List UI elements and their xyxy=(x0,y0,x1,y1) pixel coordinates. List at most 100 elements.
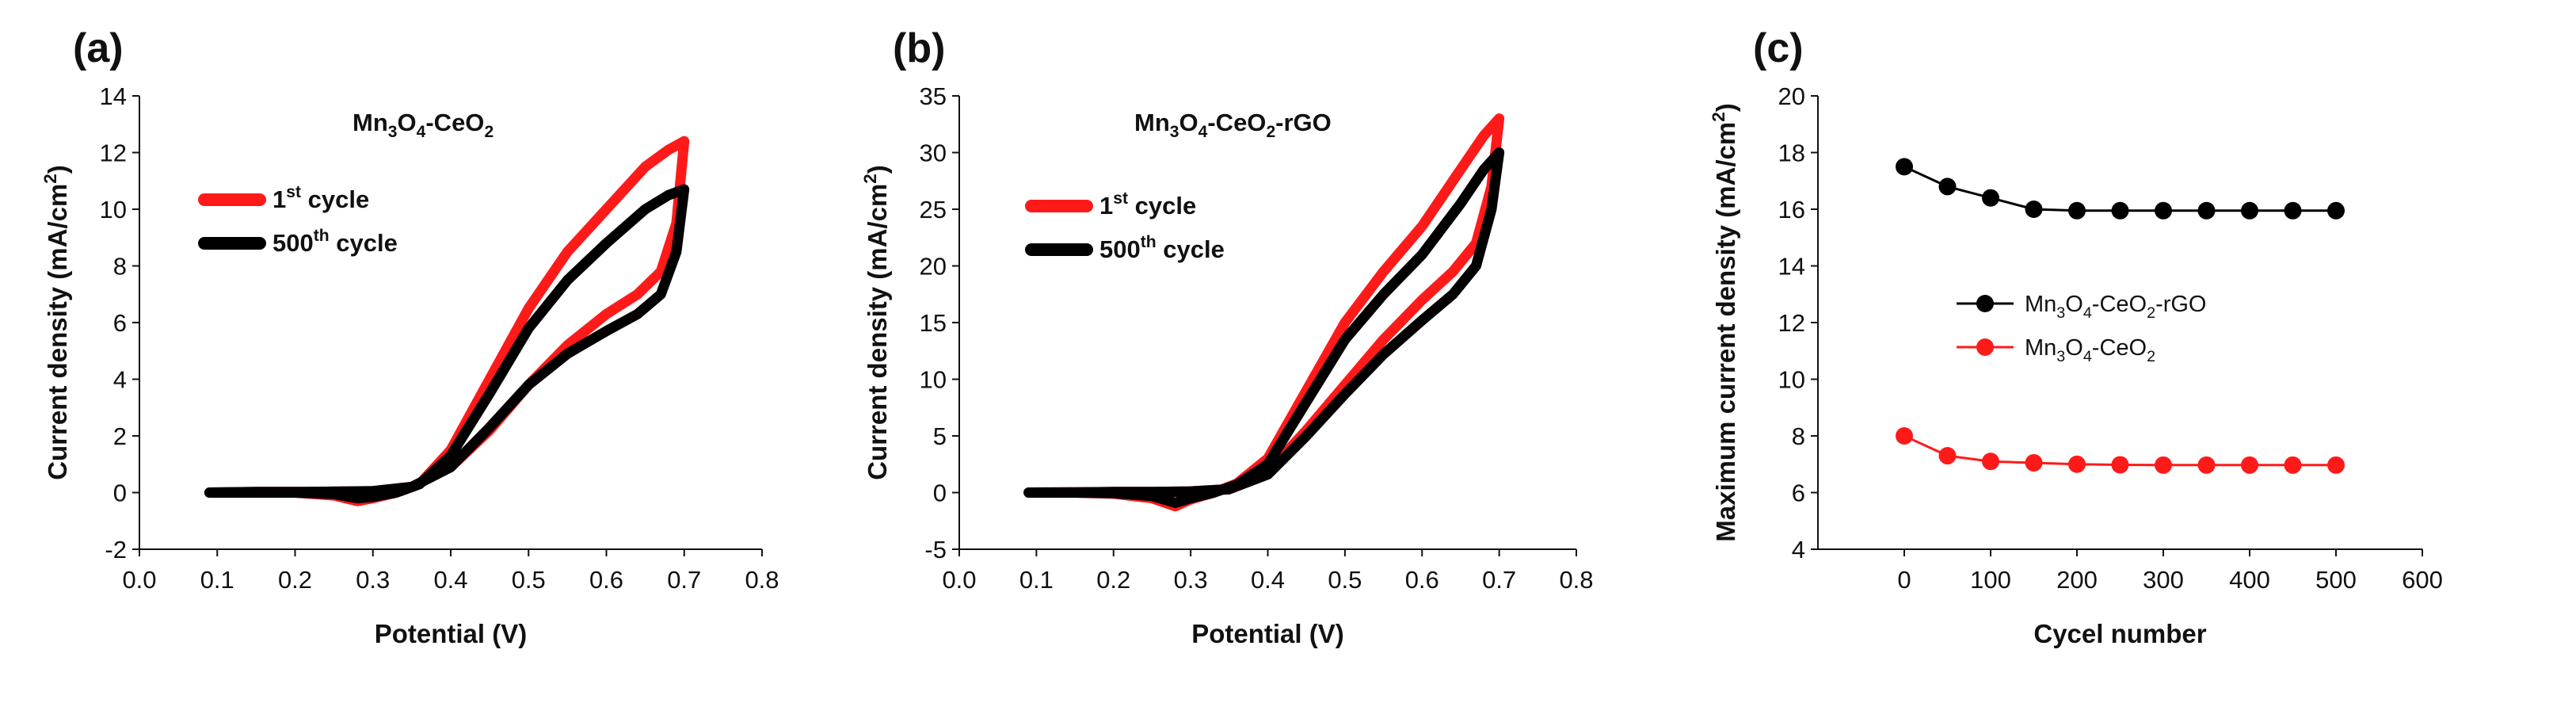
x-tick-label: 0.1 xyxy=(1019,566,1054,594)
x-tick-label: 0.8 xyxy=(745,566,779,594)
x-tick-label: 0.4 xyxy=(1251,566,1285,594)
y-tick-label: 4 xyxy=(113,366,127,394)
legend-label-part: cycle xyxy=(1157,235,1225,263)
data-point xyxy=(2068,455,2086,473)
legend-label-part: cycle xyxy=(1128,192,1196,220)
x-tick-label: 0.8 xyxy=(1559,566,1593,594)
legend-label-part: 2 xyxy=(2147,304,2155,322)
legend-label-part: 1 xyxy=(1099,192,1113,220)
legend-label: Mn3O4-CeO2 xyxy=(2025,335,2155,365)
data-point xyxy=(2327,201,2345,220)
chart-title-part: -CeO xyxy=(425,109,484,136)
chart-title-part: O xyxy=(398,109,417,136)
y-axis-label-part: ) xyxy=(863,165,892,174)
x-tick-label: 600 xyxy=(2402,566,2443,594)
legend-label-part: -CeO xyxy=(2092,292,2147,317)
y-tick-label: 4 xyxy=(1792,536,1805,564)
y-tick-label: 0 xyxy=(113,479,127,507)
y-axis-label-part: Maximum current density (mA/cm xyxy=(1711,122,1740,542)
x-tick-label: 0 xyxy=(1897,566,1911,594)
y-tick-label: 35 xyxy=(920,82,947,110)
data-point xyxy=(1982,189,1999,207)
x-tick-label: 0.3 xyxy=(356,566,390,594)
x-tick-label: 200 xyxy=(2056,566,2098,594)
y-axis-label-part: 2 xyxy=(860,174,880,183)
x-tick-label: 400 xyxy=(2229,566,2270,594)
y-tick-label: 12 xyxy=(1778,309,1805,337)
x-tick-label: 500 xyxy=(2315,566,2357,594)
x-tick-label: 0.6 xyxy=(1405,566,1439,594)
chart-title-part: -CeO xyxy=(1207,109,1266,136)
data-point xyxy=(2197,201,2216,220)
legend-label: Mn3O4-CeO2-rGO xyxy=(2025,292,2207,322)
y-tick-label: 20 xyxy=(920,253,947,281)
legend-label-part: 4 xyxy=(2083,304,2092,322)
data-point xyxy=(1938,178,1957,196)
x-tick-label: 0.5 xyxy=(1328,566,1362,594)
data-point xyxy=(2284,456,2302,474)
legend-marker xyxy=(1976,338,1994,356)
data-point xyxy=(1896,158,1913,176)
legend-label-part: -CeO xyxy=(2092,335,2147,361)
legend-label-part: cycle xyxy=(301,185,369,213)
y-tick-label: 5 xyxy=(933,422,947,450)
x-tick-label: 0.5 xyxy=(512,566,546,594)
legend-label-part: th xyxy=(314,227,330,245)
y-axis-label-part: ) xyxy=(43,165,72,174)
chart-title-part: 2 xyxy=(1266,123,1275,141)
data-point xyxy=(1896,427,1913,445)
legend-label-part: cycle xyxy=(330,229,398,257)
x-tick-label: 0.2 xyxy=(1096,566,1130,594)
panel-label: (a) xyxy=(73,25,124,71)
x-axis-label: Potential (V) xyxy=(375,619,528,648)
y-tick-label: 6 xyxy=(1792,479,1805,507)
x-axis-label: Potential (V) xyxy=(1191,619,1344,648)
y-axis-label: Current density (mA/cm2) xyxy=(40,165,72,480)
y-tick-label: 8 xyxy=(1792,422,1805,450)
chart-title-part: 3 xyxy=(1170,123,1179,141)
legend-label-part: 500 xyxy=(1099,235,1141,263)
x-tick-label: 100 xyxy=(1970,566,2011,594)
y-tick-label: 2 xyxy=(113,422,127,450)
data-point xyxy=(2155,201,2172,220)
data-point xyxy=(2197,456,2216,474)
y-tick-label: 12 xyxy=(100,139,127,167)
y-axis-label-part: 2 xyxy=(40,174,60,183)
y-tick-label: 15 xyxy=(920,309,947,337)
y-tick-label: 10 xyxy=(100,196,127,224)
y-tick-label: 16 xyxy=(1778,196,1805,224)
legend-marker xyxy=(1976,295,1994,312)
y-tick-label: 30 xyxy=(920,139,947,167)
chart-title-part: Mn xyxy=(1134,109,1170,136)
data-point xyxy=(2155,456,2172,474)
series-line xyxy=(1023,147,1505,508)
data-point xyxy=(2068,201,2086,220)
chart-title: Mn3O4-CeO2-rGO xyxy=(1134,109,1332,141)
chart-title-part: Mn xyxy=(352,109,388,136)
series-line xyxy=(204,184,690,504)
data-point xyxy=(2111,456,2129,474)
x-tick-label: 0.7 xyxy=(667,566,701,594)
x-tick-label: 300 xyxy=(2143,566,2184,594)
y-tick-label: 6 xyxy=(113,309,127,337)
legend-label: 500th cycle xyxy=(272,227,398,257)
data-point xyxy=(2241,456,2258,474)
y-axis-label-part: Current density (mA/cm xyxy=(43,184,72,480)
x-tick-label: 0.0 xyxy=(942,566,976,594)
x-tick-label: 0.4 xyxy=(433,566,467,594)
data-point xyxy=(1982,453,1999,471)
legend-label-part: 1 xyxy=(272,185,286,213)
legend-label-part: 3 xyxy=(2056,348,2065,365)
data-point xyxy=(2025,453,2043,472)
legend-label-part: O xyxy=(2065,292,2083,317)
y-tick-label: 20 xyxy=(1778,82,1805,110)
data-point xyxy=(1938,447,1957,465)
y-tick-label: 14 xyxy=(1778,253,1805,281)
chart-title: Mn3O4-CeO2 xyxy=(352,109,493,141)
y-axis-label-part: ) xyxy=(1711,103,1740,112)
y-axis-label-group: Maximum current density (mA/cm2) xyxy=(1709,103,1740,541)
y-axis-label-group: Current density (mA/cm2) xyxy=(40,165,72,480)
chart-title-part: O xyxy=(1179,109,1198,136)
chart-title-part: 4 xyxy=(417,123,426,141)
